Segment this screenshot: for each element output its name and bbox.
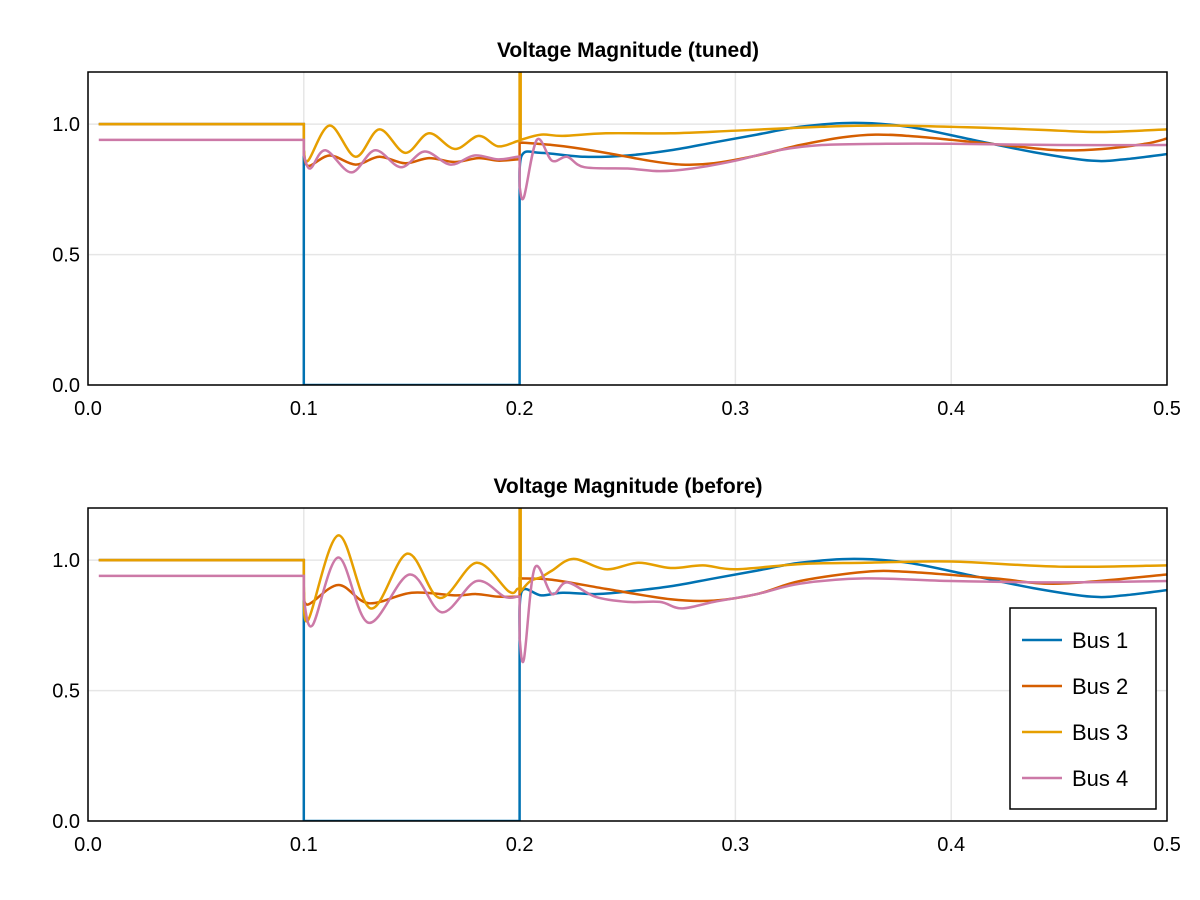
legend-label: Bus 3 [1072,720,1128,745]
x-tick-label: 0.3 [721,398,749,420]
legend-label: Bus 1 [1072,628,1128,653]
y-tick-label: 1.0 [52,114,80,136]
series-line-bus-4 [98,556,1167,664]
series-line-bus-2 [98,558,1167,606]
y-tick-label: 0.0 [52,811,80,833]
x-tick-label: 0.1 [290,834,318,856]
chart-title: Voltage Magnitude (before) [493,475,762,498]
x-tick-label: 0.4 [937,834,965,856]
x-tick-label: 0.2 [506,834,534,856]
series-line-bus-1 [98,121,1167,385]
x-tick-label: 0.5 [1153,834,1181,856]
chart-title: Voltage Magnitude (tuned) [497,39,759,62]
legend-label: Bus 2 [1072,674,1128,699]
legend-box [1009,607,1157,810]
series-line-bus-1 [98,557,1167,821]
x-tick-label: 0.2 [506,398,534,420]
y-tick-label: 0.0 [52,375,80,397]
series-line-bus-3 [98,72,1167,163]
legend-label: Bus 4 [1072,766,1128,791]
x-tick-label: 0.0 [74,834,102,856]
x-tick-label: 0.0 [74,398,102,420]
x-tick-label: 0.5 [1153,398,1181,420]
panel-before: Voltage Magnitude (before) 0.0 0.1 0.2 0.3 0… [52,475,1181,856]
y-tick-label: 1.0 [52,550,80,572]
y-tick-label: 0.5 [52,681,80,703]
x-tick-label: 0.4 [937,398,965,420]
x-tick-label: 0.1 [290,398,318,420]
series-line-bus-3 [98,508,1167,623]
series-line-bus-4 [98,137,1167,201]
plot-frame [87,71,1168,386]
panel-tuned: Voltage Magnitude (tuned) 0.0 0.1 0.2 0.3 0.… [52,39,1181,420]
plot-frame [87,507,1168,822]
y-tick-label: 0.5 [52,245,80,267]
x-tick-label: 0.3 [721,834,749,856]
series-line-bus-2 [98,122,1167,168]
legend: Bus 1 Bus 2 Bus 3 Bus 4 [1009,607,1157,810]
